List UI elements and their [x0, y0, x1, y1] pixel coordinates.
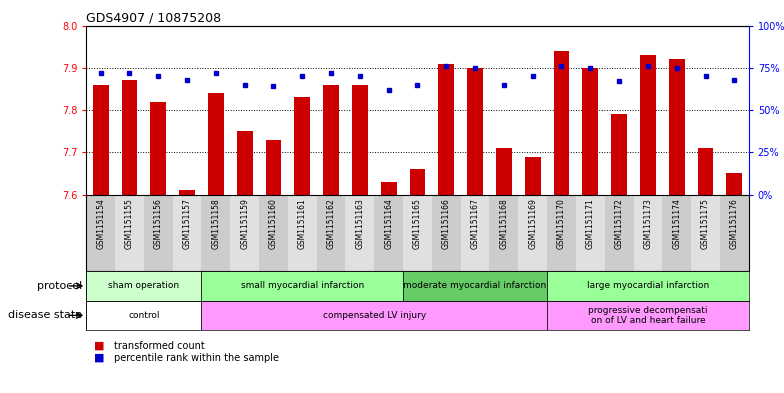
Text: ■: ■ — [94, 341, 104, 351]
Bar — [115, 195, 143, 271]
Bar — [554, 51, 569, 195]
Bar — [143, 195, 172, 271]
Bar — [518, 195, 547, 271]
Text: GSM1151158: GSM1151158 — [212, 198, 220, 249]
Bar — [374, 195, 403, 271]
Bar — [288, 195, 317, 271]
Bar — [266, 140, 281, 195]
Text: GSM1151171: GSM1151171 — [586, 198, 595, 249]
Text: transformed count: transformed count — [114, 341, 205, 351]
Bar — [201, 195, 230, 271]
Bar — [208, 93, 223, 195]
Text: GSM1151160: GSM1151160 — [269, 198, 278, 249]
Bar — [461, 195, 489, 271]
Text: ■: ■ — [94, 353, 104, 363]
Text: GSM1151157: GSM1151157 — [183, 198, 191, 249]
Bar — [381, 182, 397, 195]
Text: GSM1151159: GSM1151159 — [240, 198, 249, 249]
Text: GSM1151173: GSM1151173 — [644, 198, 652, 249]
Bar — [633, 195, 662, 271]
Bar — [604, 195, 633, 271]
Bar — [438, 64, 454, 195]
Bar — [294, 97, 310, 195]
Bar — [720, 195, 749, 271]
Text: compensated LV injury: compensated LV injury — [323, 311, 426, 320]
Text: GSM1151162: GSM1151162 — [327, 198, 336, 249]
Bar — [346, 195, 374, 271]
Bar — [612, 114, 627, 195]
Text: GSM1151169: GSM1151169 — [528, 198, 537, 249]
Bar — [524, 156, 541, 195]
Text: GSM1151164: GSM1151164 — [384, 198, 394, 249]
Bar — [496, 148, 512, 195]
Bar — [547, 301, 749, 330]
Bar — [691, 195, 720, 271]
Bar — [662, 195, 691, 271]
Bar — [86, 195, 115, 271]
Bar — [86, 271, 201, 301]
Text: percentile rank within the sample: percentile rank within the sample — [114, 353, 278, 363]
Text: GSM1151161: GSM1151161 — [298, 198, 307, 249]
Text: large myocardial infarction: large myocardial infarction — [586, 281, 709, 290]
Text: GSM1151154: GSM1151154 — [96, 198, 105, 249]
Bar — [230, 195, 259, 271]
Bar — [86, 301, 201, 330]
Bar — [201, 271, 403, 301]
Text: protocol: protocol — [37, 281, 82, 291]
Text: progressive decompensati
on of LV and heart failure: progressive decompensati on of LV and he… — [588, 306, 708, 325]
Bar — [93, 84, 108, 195]
Bar — [669, 59, 684, 195]
Bar — [727, 173, 742, 195]
Text: GSM1151168: GSM1151168 — [499, 198, 508, 249]
Bar — [352, 84, 368, 195]
Bar — [403, 195, 432, 271]
Text: disease state: disease state — [8, 310, 82, 320]
Bar — [259, 195, 288, 271]
Bar — [547, 271, 749, 301]
Bar — [237, 131, 252, 195]
Text: GSM1151176: GSM1151176 — [730, 198, 739, 249]
Text: GSM1151170: GSM1151170 — [557, 198, 566, 249]
Bar — [172, 195, 201, 271]
Bar — [467, 68, 483, 195]
Bar — [151, 101, 166, 195]
Text: GSM1151155: GSM1151155 — [125, 198, 134, 249]
Text: GSM1151166: GSM1151166 — [441, 198, 451, 249]
Text: moderate myocardial infarction: moderate myocardial infarction — [404, 281, 546, 290]
Text: GSM1151172: GSM1151172 — [615, 198, 623, 249]
Text: GSM1151167: GSM1151167 — [470, 198, 480, 249]
Bar — [576, 195, 604, 271]
Bar — [122, 81, 137, 195]
Text: GSM1151174: GSM1151174 — [672, 198, 681, 249]
Text: GSM1151165: GSM1151165 — [413, 198, 422, 249]
Text: small myocardial infarction: small myocardial infarction — [241, 281, 364, 290]
Text: GSM1151156: GSM1151156 — [154, 198, 163, 249]
Text: GSM1151175: GSM1151175 — [701, 198, 710, 249]
Bar — [583, 68, 598, 195]
Bar — [640, 55, 656, 195]
Text: sham operation: sham operation — [108, 281, 180, 290]
Bar — [698, 148, 713, 195]
Bar — [489, 195, 518, 271]
Bar — [547, 195, 576, 271]
Text: control: control — [128, 311, 160, 320]
Bar — [201, 301, 547, 330]
Bar — [432, 195, 461, 271]
Text: GSM1151163: GSM1151163 — [355, 198, 365, 249]
Bar — [403, 271, 547, 301]
Text: GDS4907 / 10875208: GDS4907 / 10875208 — [86, 11, 221, 24]
Bar — [323, 84, 339, 195]
Bar — [179, 190, 195, 195]
Bar — [409, 169, 426, 195]
Bar — [317, 195, 346, 271]
